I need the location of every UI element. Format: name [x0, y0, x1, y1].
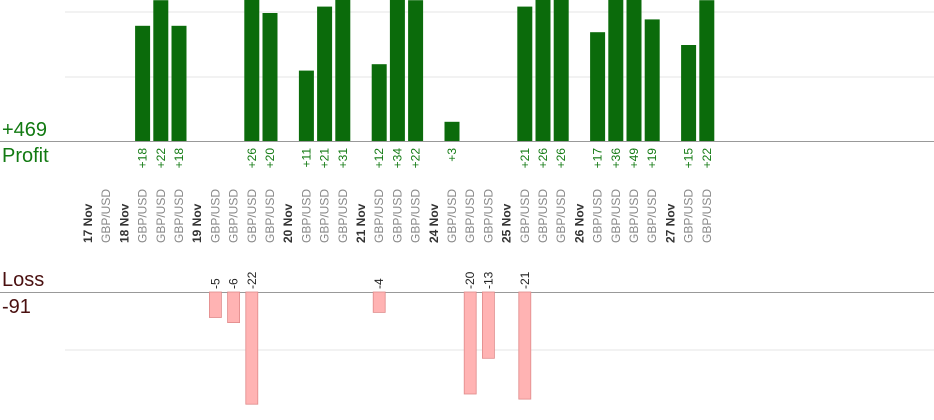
profit-bar: [171, 25, 187, 141]
profit-value-label: +22: [700, 148, 714, 169]
pair-tick-label: GBP/USD: [390, 189, 404, 243]
profit-value-label: +18: [136, 148, 150, 169]
profit-bar: [626, 0, 642, 141]
pair-tick-label: GBP/USD: [445, 189, 459, 243]
date-tick-label: 20 Nov: [281, 203, 295, 243]
loss-bar: [372, 291, 386, 313]
profit-bar: [590, 32, 606, 142]
loss-value-label: -5: [208, 278, 222, 289]
pair-tick-label: GBP/USD: [263, 189, 277, 243]
profit-bar: [699, 0, 715, 142]
loss-value-label: -13: [481, 271, 495, 289]
loss-value-label: -22: [245, 271, 259, 289]
profit-label: Profit: [2, 145, 49, 167]
pair-tick-label: GBP/USD: [554, 189, 568, 243]
date-tick-label: 18 Nov: [117, 203, 131, 243]
profit-value-label: +22: [154, 148, 168, 169]
pair-tick-label: GBP/USD: [682, 189, 696, 243]
date-tick-label: 25 Nov: [500, 203, 514, 243]
date-tick-label: 21 Nov: [354, 203, 368, 243]
profit-value-label: +34: [390, 148, 404, 169]
profit-bar: [135, 25, 151, 141]
pair-tick-label: GBP/USD: [154, 189, 168, 243]
loss-value-label: -20: [463, 271, 477, 289]
profit-value-label: +31: [336, 148, 350, 169]
loss-label: Loss: [2, 269, 45, 291]
profit-value-label: +20: [263, 148, 277, 169]
profit-total: +469: [2, 119, 48, 141]
pair-tick-label: GBP/USD: [336, 189, 350, 243]
profit-value-label: +26: [245, 148, 259, 169]
pair-tick-label: GBP/USD: [299, 189, 313, 243]
pair-tick-label: GBP/USD: [245, 189, 259, 243]
pair-tick-label: GBP/USD: [536, 189, 550, 243]
pair-tick-label: GBP/USD: [208, 189, 222, 243]
pair-tick-label: GBP/USD: [591, 189, 605, 243]
loss-bar: [208, 291, 222, 318]
profit-value-label: +12: [372, 148, 386, 169]
profit-value-label: +49: [627, 148, 641, 169]
loss-bar: [518, 291, 532, 400]
profit-value-label: +22: [409, 148, 423, 169]
loss-value-label: -21: [518, 271, 532, 289]
profit-value-label: +15: [682, 148, 696, 169]
profit-value-label: +17: [591, 148, 605, 169]
pair-tick-label: GBP/USD: [99, 189, 113, 243]
profit-value-label: +36: [609, 148, 623, 169]
profit-bar: [444, 121, 460, 141]
profit-value-label: +18: [172, 148, 186, 169]
profit-value-label: +3: [445, 148, 459, 162]
profit-value-label: +21: [518, 148, 532, 169]
profit-bar: [553, 0, 569, 141]
profit-bar: [335, 0, 351, 141]
date-tick-label: 27 Nov: [663, 203, 677, 243]
pair-tick-label: GBP/USD: [609, 189, 623, 243]
pair-tick-label: GBP/USD: [409, 189, 423, 243]
profit-bar: [517, 6, 533, 141]
profit-bar: [535, 0, 551, 141]
pair-tick-label: GBP/USD: [627, 189, 641, 243]
profit-bar: [298, 70, 314, 141]
profit-bar: [608, 0, 624, 141]
date-tick-label: 24 Nov: [427, 203, 441, 243]
loss-bar: [481, 291, 495, 359]
profit-bar: [317, 6, 333, 141]
date-tick-label: 19 Nov: [190, 203, 204, 243]
profit-value-label: +21: [318, 148, 332, 169]
profit-value-label: +26: [554, 148, 568, 169]
profit-value-label: +19: [645, 148, 659, 169]
pair-tick-label: GBP/USD: [372, 189, 386, 243]
loss-value-label: -6: [227, 278, 241, 289]
pair-tick-label: GBP/USD: [481, 189, 495, 243]
profit-bar: [389, 0, 405, 142]
date-tick-label: 26 Nov: [572, 203, 586, 243]
pair-tick-label: GBP/USD: [227, 189, 241, 243]
date-tick-label: 17 Nov: [81, 203, 95, 243]
pair-tick-label: GBP/USD: [136, 189, 150, 243]
pair-tick-label: GBP/USD: [518, 189, 532, 243]
pair-tick-label: GBP/USD: [172, 189, 186, 243]
profit-bar: [153, 0, 169, 142]
pair-tick-label: GBP/USD: [700, 189, 714, 243]
pair-tick-label: GBP/USD: [318, 189, 332, 243]
loss-bar: [463, 291, 477, 395]
profit-bar: [371, 64, 387, 141]
profit-value-label: +11: [299, 148, 313, 168]
pair-tick-label: GBP/USD: [645, 189, 659, 243]
profit-bar: [408, 0, 424, 142]
loss-value-label: -4: [372, 278, 386, 289]
profit-bar: [262, 13, 278, 141]
loss-bar: [245, 291, 259, 405]
profit-bar: [681, 45, 697, 141]
pair-tick-label: GBP/USD: [463, 189, 477, 243]
loss-bar: [227, 291, 241, 324]
profit-value-label: +26: [536, 148, 550, 169]
profit-bar: [644, 19, 660, 141]
loss-total: -91: [2, 296, 31, 318]
profit-bar: [244, 0, 260, 141]
